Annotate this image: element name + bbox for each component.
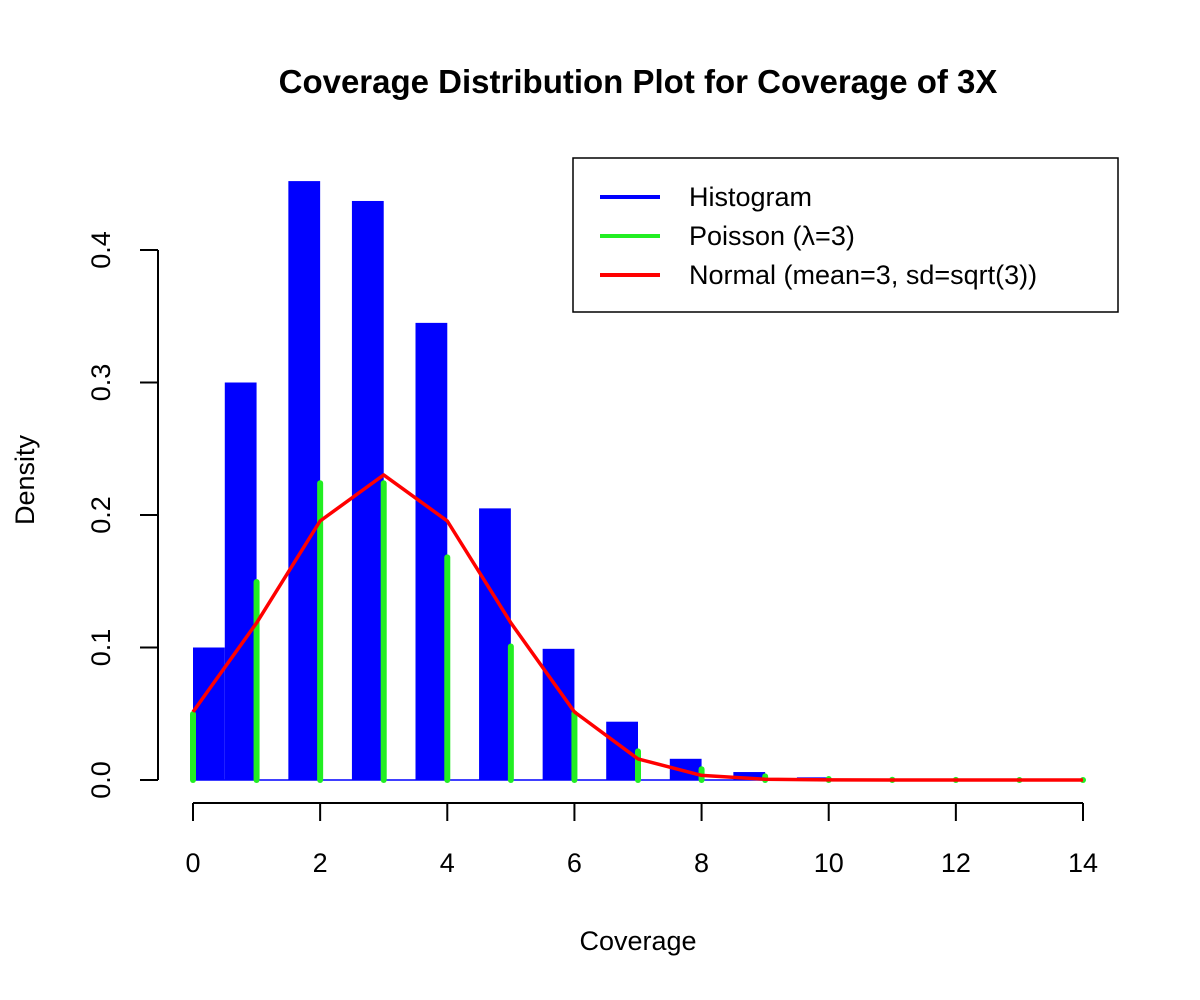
legend-label-normal: Normal (mean=3, sd=sqrt(3)) — [689, 260, 1037, 290]
histogram-bar-4 — [415, 322, 448, 780]
x-axis: 0 2 4 6 8 10 12 14 — [185, 802, 1098, 878]
histogram-bar-3 — [351, 200, 384, 781]
y-tick-label-0.0: 0.0 — [86, 761, 116, 799]
legend-box — [572, 157, 1119, 313]
y-tick-label-0.4: 0.4 — [86, 231, 116, 269]
histogram-bar-9 — [733, 772, 766, 780]
histogram-bar-2 — [288, 181, 321, 781]
histogram-bar-6 — [542, 648, 575, 780]
x-tick-label-6: 6 — [567, 848, 582, 878]
legend-label-poisson: Poisson (λ=3) — [689, 221, 855, 251]
y-axis-label: Density — [10, 434, 40, 525]
normal-series — [191, 473, 1083, 782]
legend: Histogram Poisson (λ=3) Normal (mean=3, sd… — [572, 157, 1119, 313]
histogram-bar-5 — [479, 508, 511, 780]
y-tick-label-0.2: 0.2 — [86, 496, 116, 534]
x-tick-label-10: 10 — [814, 848, 844, 878]
histogram-bar-1 — [224, 382, 257, 780]
chart-title: Coverage Distribution Plot for Coverage … — [279, 63, 998, 100]
histogram-bar-0 — [193, 647, 225, 780]
x-axis-label: Coverage — [579, 926, 696, 956]
x-tick-label-2: 2 — [313, 848, 328, 878]
x-tick-label-4: 4 — [440, 848, 455, 878]
histogram-bar-7 — [606, 721, 638, 780]
normal-curve — [191, 473, 1083, 782]
histogram-bars — [193, 181, 1083, 781]
legend-label-histogram: Histogram — [689, 182, 812, 212]
x-tick-label-8: 8 — [694, 848, 709, 878]
x-tick-label-0: 0 — [185, 848, 200, 878]
y-axis: 0.0 0.1 0.2 0.3 0.4 — [86, 231, 159, 799]
x-tick-label-12: 12 — [941, 848, 971, 878]
x-tick-label-14: 14 — [1068, 848, 1098, 878]
y-tick-label-0.3: 0.3 — [86, 364, 116, 402]
y-tick-label-0.1: 0.1 — [86, 629, 116, 667]
